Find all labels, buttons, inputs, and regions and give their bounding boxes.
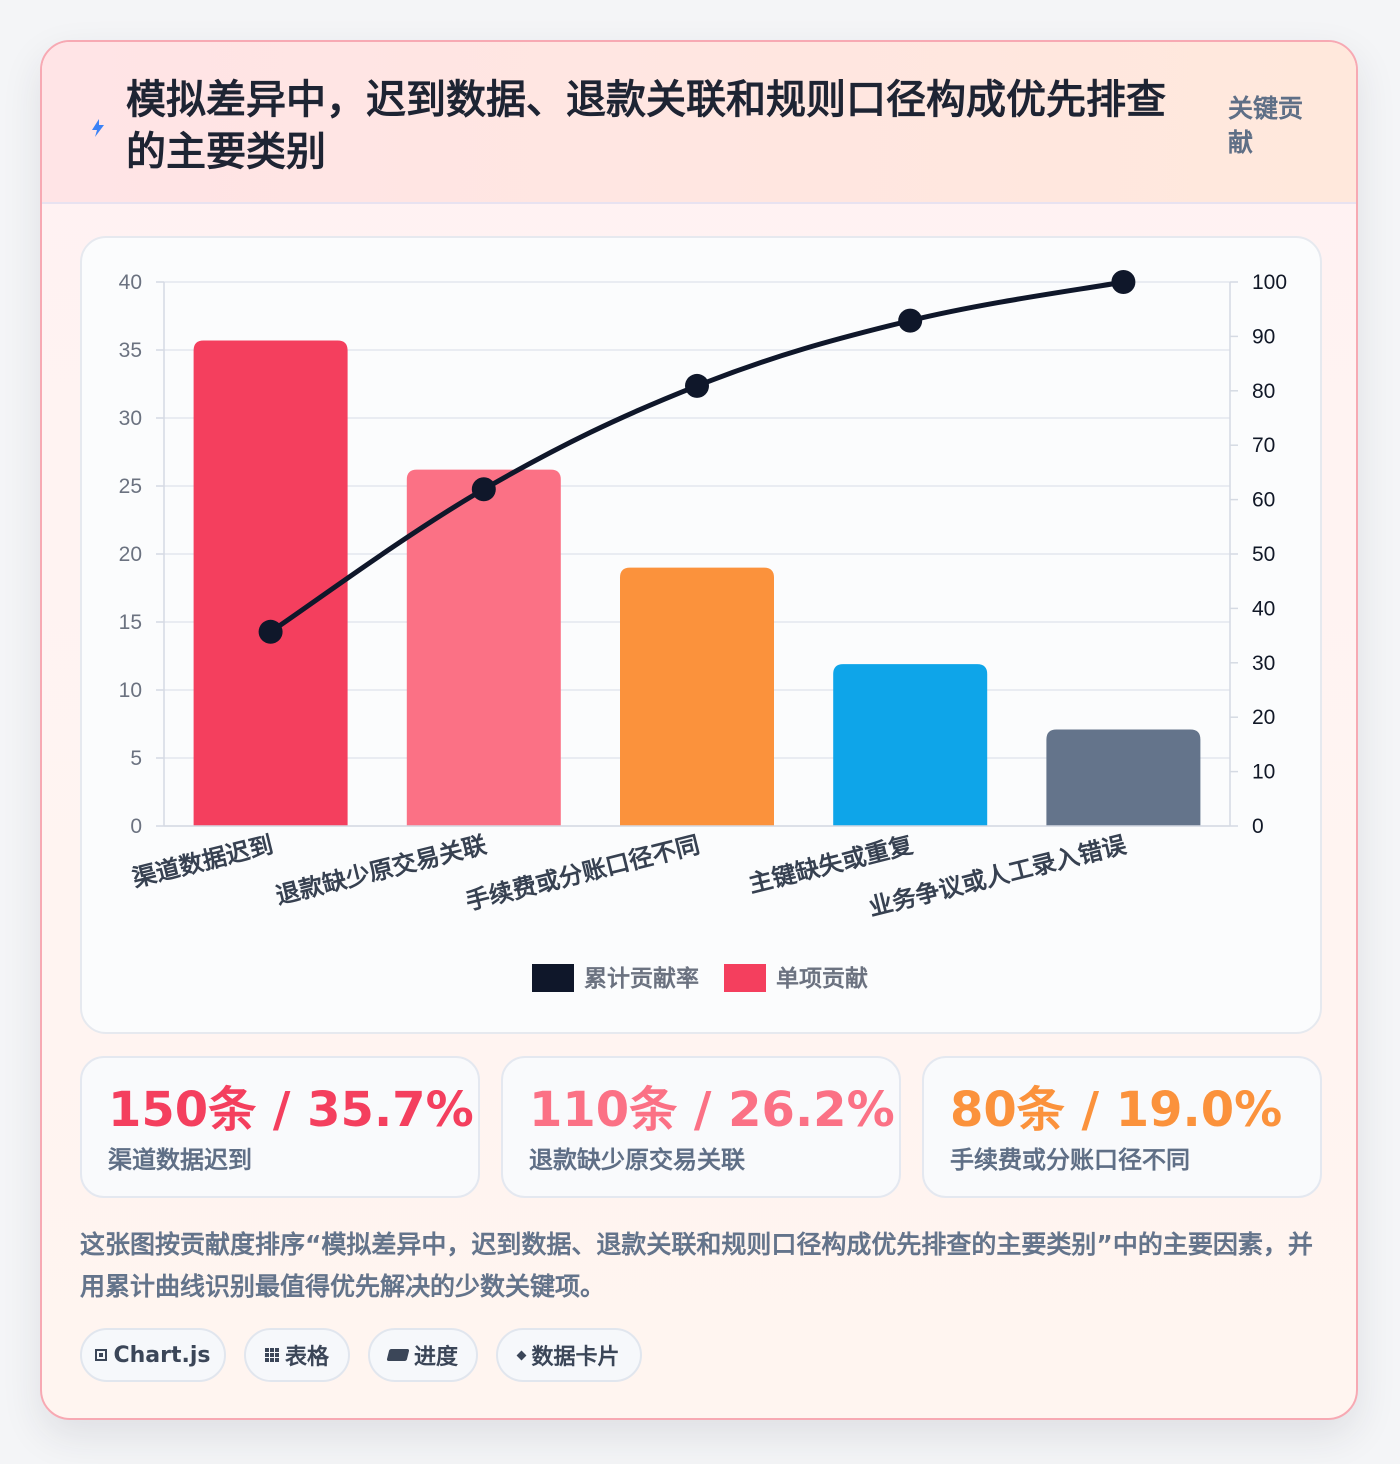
y2-tick-label: 100 (1252, 271, 1287, 294)
stat-label: 手续费或分账口径不同 (950, 1146, 1190, 1174)
chart-square-icon (95, 1349, 108, 1361)
y2-tick-label: 60 (1252, 489, 1275, 512)
cumulative-point-3[interactable] (685, 373, 709, 398)
y2-tick-label: 80 (1252, 380, 1275, 403)
stat-card-2: 110条 / 26.2% 退款缺少原交易关联 (501, 1056, 901, 1198)
y-tick-label: 35 (119, 339, 142, 362)
x-tick-label: 渠道数据迟到 (130, 831, 276, 893)
legend[interactable]: 累计贡献率 单项贡献 (532, 964, 868, 992)
x-tick-label: 退款缺少原交易关联 (273, 831, 489, 910)
y-tick-label: 15 (119, 611, 142, 634)
stat-value: 150条 / 35.7% (108, 1082, 474, 1138)
chip-label: 数据卡片 (531, 1345, 620, 1370)
stat-label: 渠道数据迟到 (108, 1146, 252, 1174)
chip-progress[interactable]: 进度 (368, 1328, 478, 1382)
chart-card: 模拟差异中，迟到数据、退款关联和规则口径构成优先排查的主要类别 关键贡献 0 5 1… (40, 40, 1358, 1420)
x-tick-label: 手续费或分账口径不同 (463, 831, 703, 916)
x-tick-label: 主键缺失或重复 (746, 830, 917, 898)
bar-1[interactable] (193, 340, 348, 826)
cumulative-line (258, 270, 1136, 644)
bar-4[interactable] (833, 664, 988, 826)
page-title: 模拟差异中，迟到数据、退款关联和规则口径构成优先排查的主要类别 (126, 77, 1166, 175)
y2-tick-label: 0 (1252, 815, 1264, 838)
card-header: 模拟差异中，迟到数据、退款关联和规则口径构成优先排查的主要类别 关键贡献 (42, 42, 1356, 204)
bar-3[interactable] (620, 567, 774, 826)
key-contribution-badge: 关键贡献 (1228, 94, 1304, 157)
y-tick-label: 0 (130, 815, 142, 838)
y2-tick-label: 50 (1252, 543, 1275, 566)
chip-label: Chart.js (113, 1342, 211, 1368)
stat-value: 80条 / 19.0% (950, 1082, 1283, 1138)
bar-2[interactable] (406, 469, 561, 826)
stat-card-1: 150条 / 35.7% 渠道数据迟到 (80, 1056, 480, 1198)
diamond-icon (517, 1350, 527, 1360)
stat-value: 110条 / 26.2% (529, 1082, 895, 1138)
cumulative-point-5[interactable] (1111, 270, 1136, 294)
y-tick-label: 40 (119, 271, 142, 294)
bar-5[interactable] (1046, 729, 1201, 826)
y2-tick-label: 90 (1252, 325, 1275, 348)
cumulative-point-2[interactable] (471, 477, 496, 502)
y-tick-label: 25 (119, 475, 142, 498)
chip-label: 表格 (284, 1345, 329, 1370)
chip-label: 进度 (413, 1345, 458, 1370)
y2-tick-label: 70 (1252, 434, 1275, 457)
y2-tick-label: 40 (1252, 597, 1275, 620)
stat-card-3: 80条 / 19.0% 手续费或分账口径不同 (922, 1056, 1322, 1198)
stat-label: 退款缺少原交易关联 (529, 1146, 745, 1174)
progress-bar-icon (386, 1349, 410, 1361)
legend-swatch-2[interactable] (724, 964, 766, 992)
cumulative-point-1[interactable] (258, 619, 283, 644)
y-tick-label: 10 (119, 679, 142, 702)
legend-label-2[interactable]: 单项贡献 (776, 965, 868, 991)
y2-tick-label: 30 (1252, 652, 1275, 675)
pareto-chart: 0 5 10 15 20 25 30 35 40 0 10 20 30 40 50 60 70 80 90 100 渠道… (119, 270, 1287, 992)
bars (193, 340, 1201, 826)
bolt-icon (92, 119, 104, 137)
y2-tick-label: 10 (1252, 761, 1275, 784)
chip-table[interactable]: 表格 (244, 1328, 350, 1382)
chart-panel: 0 5 10 15 20 25 30 35 40 0 10 20 30 40 50 60 70 80 90 100 渠道… (80, 236, 1322, 1034)
legend-label-1[interactable]: 累计贡献率 (584, 965, 699, 991)
chart-description: 这张图按贡献度排序“模拟差异中，迟到数据、退款关联和规则口径构成优先排查的主要类… (80, 1230, 1313, 1301)
chip-data-cards[interactable]: 数据卡片 (496, 1328, 642, 1382)
grid-icon (264, 1348, 279, 1362)
y-tick-label: 30 (119, 407, 142, 430)
cumulative-point-4[interactable] (898, 308, 923, 333)
chip-chartjs[interactable]: Chart.js (80, 1328, 226, 1382)
y-tick-label: 5 (130, 747, 142, 770)
y-tick-label: 20 (119, 543, 142, 566)
y2-tick-label: 20 (1252, 706, 1275, 729)
legend-swatch-1[interactable] (532, 964, 574, 992)
